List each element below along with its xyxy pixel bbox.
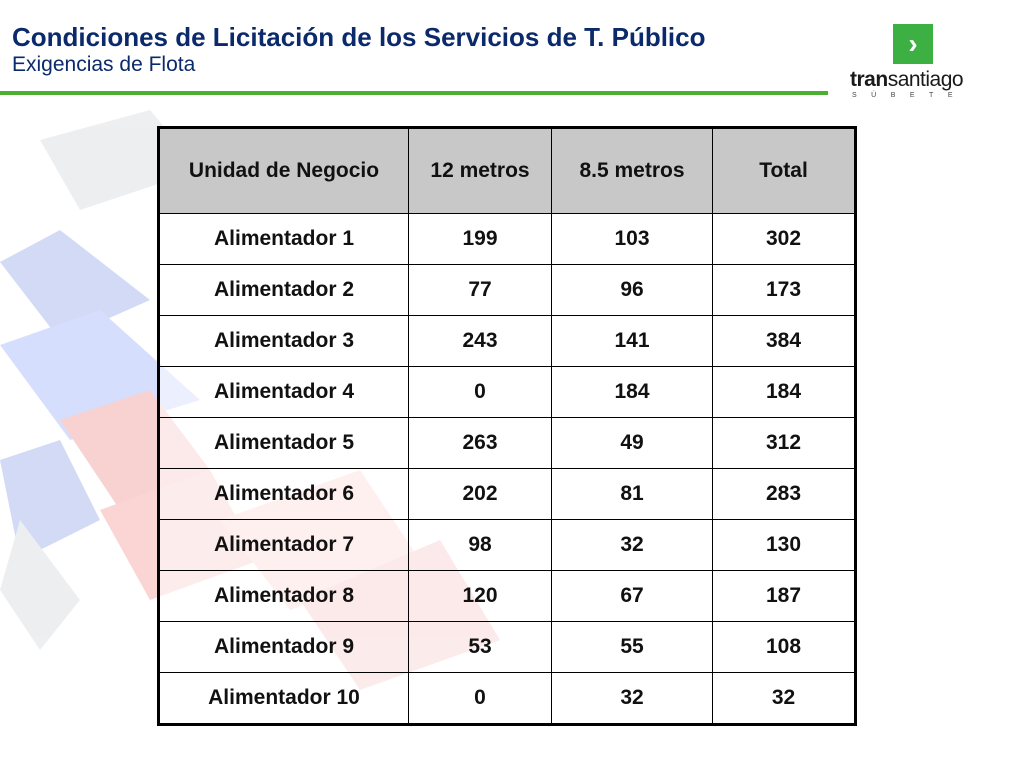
table-cell: Alimentador 5 [158,417,409,469]
table-cell: 0 [408,366,552,418]
table-cell: 243 [408,315,552,367]
table-cell: Alimentador 4 [158,366,409,418]
table-cell: Alimentador 8 [158,570,409,622]
table-cell: 0 [408,672,552,725]
slide-title: Condiciones de Licitación de los Servici… [12,22,706,52]
table-row: Alimentador 9 53 55 108 [158,621,856,673]
logo-word-bold: tran [850,68,888,91]
table-row: Alimentador 3 243 141 384 [158,315,856,367]
logo-tagline: SÚBETE [852,92,968,99]
table-cell: 55 [551,621,713,673]
fleet-table: Unidad de Negocio 12 metros 8.5 metros T… [157,126,857,726]
table-cell: 187 [712,570,856,622]
column-header: Total [712,127,856,214]
table-row: Alimentador 8 120 67 187 [158,570,856,622]
header-divider [0,91,828,95]
column-header: 12 metros [408,127,552,214]
table-cell: Alimentador 1 [158,213,409,265]
table-row: Alimentador 1 199 103 302 [158,213,856,265]
table-row: Alimentador 7 98 32 130 [158,519,856,571]
table-cell: 96 [551,264,713,316]
chevron-right-icon: › [893,24,933,64]
logo-wordmark: transantiago [850,68,972,92]
table-cell: 312 [712,417,856,469]
table-cell: 173 [712,264,856,316]
table-cell: 103 [551,213,713,265]
table-cell: 32 [712,672,856,725]
column-header: 8.5 metros [551,127,713,214]
table-cell: 49 [551,417,713,469]
slide-header: Condiciones de Licitación de los Servici… [12,22,706,78]
table-cell: 263 [408,417,552,469]
table-cell: 141 [551,315,713,367]
table-row: Alimentador 2 77 96 173 [158,264,856,316]
logo-word-rest: santiago [887,68,964,91]
table-row: Alimentador 6 202 81 283 [158,468,856,520]
table-cell: 32 [551,672,713,725]
table-cell: Alimentador 9 [158,621,409,673]
transantiago-logo: › transantiago SÚBETE [850,22,972,102]
table-row: Alimentador 4 0 184 184 [158,366,856,418]
table-cell: 199 [408,213,552,265]
table-cell: Alimentador 2 [158,264,409,316]
table-cell: 384 [712,315,856,367]
table-cell: 67 [551,570,713,622]
slide-subtitle: Exigencias de Flota [12,53,196,76]
table-cell: 184 [712,366,856,418]
table-cell: 202 [408,468,552,520]
table-cell: 120 [408,570,552,622]
table-cell: Alimentador 3 [158,315,409,367]
column-header: Unidad de Negocio [158,127,409,214]
table-cell: Alimentador 10 [158,672,409,725]
table-cell: 283 [712,468,856,520]
table-header-row: Unidad de Negocio 12 metros 8.5 metros T… [158,127,856,214]
table-row: Alimentador 5 263 49 312 [158,417,856,469]
table-cell: 302 [712,213,856,265]
table-row: Alimentador 10 0 32 32 [158,672,856,725]
table-cell: Alimentador 7 [158,519,409,571]
table-cell: 32 [551,519,713,571]
table-cell: 108 [712,621,856,673]
table-cell: Alimentador 6 [158,468,409,520]
table-cell: 81 [551,468,713,520]
table-cell: 77 [408,264,552,316]
table-cell: 184 [551,366,713,418]
table-cell: 130 [712,519,856,571]
table-cell: 53 [408,621,552,673]
table-cell: 98 [408,519,552,571]
